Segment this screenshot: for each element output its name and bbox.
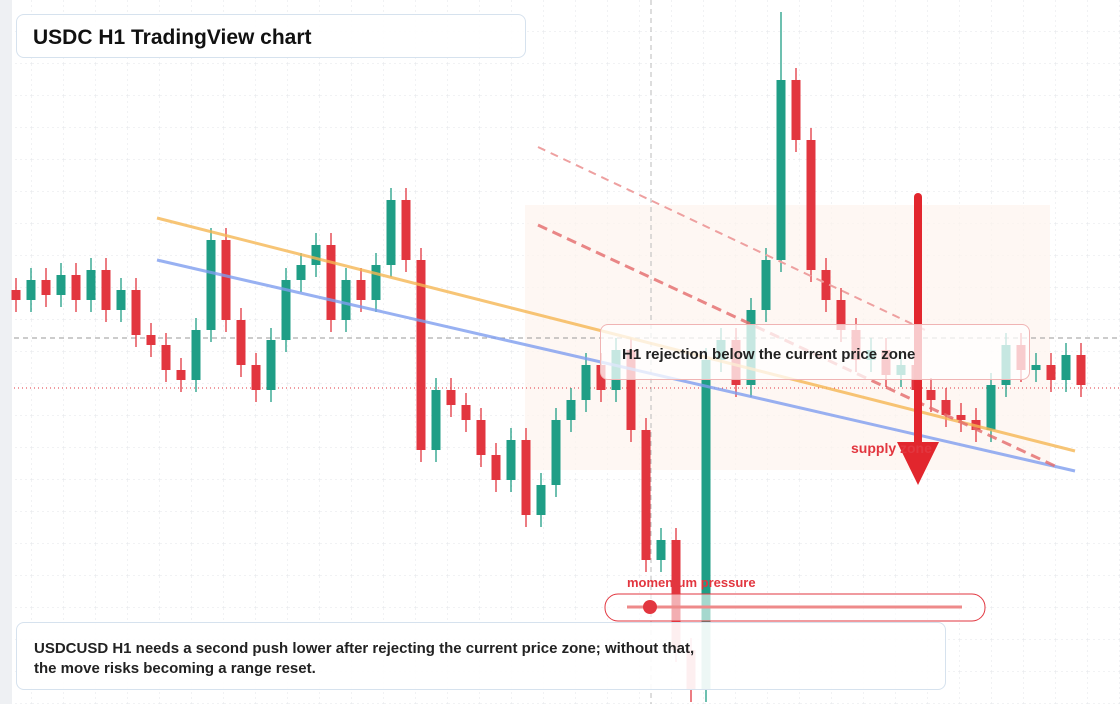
- caption-box: USDCUSD H1 needs a second push lower aft…: [16, 622, 946, 690]
- candle-body: [146, 335, 156, 345]
- candle-body: [836, 300, 846, 330]
- arrow-head: [897, 442, 939, 485]
- candle-body: [176, 370, 186, 380]
- candle-body: [401, 200, 411, 260]
- candle-body: [236, 320, 246, 365]
- candle-body: [821, 270, 831, 300]
- candle-body: [11, 290, 21, 300]
- candle-body: [416, 260, 426, 450]
- candle-body: [56, 275, 66, 295]
- candle-body: [131, 290, 141, 335]
- indicator-label: momentum pressure: [627, 575, 756, 590]
- candle-body: [521, 440, 531, 515]
- candle-body: [371, 265, 381, 300]
- candle-body: [341, 280, 351, 320]
- candle-body: [536, 485, 546, 515]
- candle-body: [116, 290, 126, 310]
- annotation-box: H1 rejection below the current price zon…: [600, 324, 1030, 380]
- candle-body: [956, 415, 966, 420]
- candle-body: [311, 245, 321, 265]
- candle-body: [206, 240, 216, 330]
- candle-body: [41, 280, 51, 295]
- caption: USDCUSD H1 needs a second push lower aft…: [34, 640, 695, 677]
- candle-body: [356, 280, 366, 300]
- candle-body: [221, 240, 231, 320]
- annotation: H1 rejection below the current price zon…: [622, 346, 916, 363]
- candle-body: [461, 405, 471, 420]
- dashed-channel-upper: [537, 146, 926, 331]
- candle-body: [251, 365, 261, 390]
- candle-body: [101, 270, 111, 310]
- candle-body: [326, 245, 336, 320]
- candle-body: [701, 360, 711, 690]
- candle-body: [581, 365, 591, 400]
- candle-body: [71, 275, 81, 300]
- candle-body: [431, 390, 441, 450]
- candle-body: [26, 280, 36, 300]
- candle-body: [491, 455, 501, 480]
- candle-body: [941, 400, 951, 415]
- candle-body: [656, 540, 666, 560]
- candle-body: [476, 420, 486, 455]
- candle-body: [446, 390, 456, 405]
- candle-body: [506, 440, 516, 480]
- candle-body: [566, 400, 576, 420]
- zone-label: supply zone: [851, 440, 932, 456]
- candle-body: [926, 390, 936, 400]
- candle-body: [161, 345, 171, 370]
- candle-body: [776, 80, 786, 260]
- indicator-dot: [643, 600, 657, 614]
- candle-body: [626, 350, 636, 430]
- candle-body: [86, 270, 96, 300]
- candle-body: [986, 385, 996, 430]
- candle-body: [1076, 355, 1086, 385]
- title-box: USDC H1 TradingView chart: [16, 14, 526, 58]
- candle-body: [1061, 355, 1071, 380]
- candle-body: [806, 140, 816, 270]
- candle-body: [296, 265, 306, 280]
- candle-body: [761, 260, 771, 310]
- candle-body: [641, 430, 651, 560]
- candle-body: [596, 365, 606, 390]
- candle-body: [281, 280, 291, 340]
- candle-body: [551, 420, 561, 485]
- candle-body: [1046, 365, 1056, 380]
- candle-body: [1031, 365, 1041, 370]
- candle-body: [191, 330, 201, 380]
- candle-body: [386, 200, 396, 265]
- candle-body: [791, 80, 801, 140]
- title: USDC H1 TradingView chart: [33, 26, 312, 49]
- candle-body: [266, 340, 276, 390]
- left-edge: [0, 0, 12, 704]
